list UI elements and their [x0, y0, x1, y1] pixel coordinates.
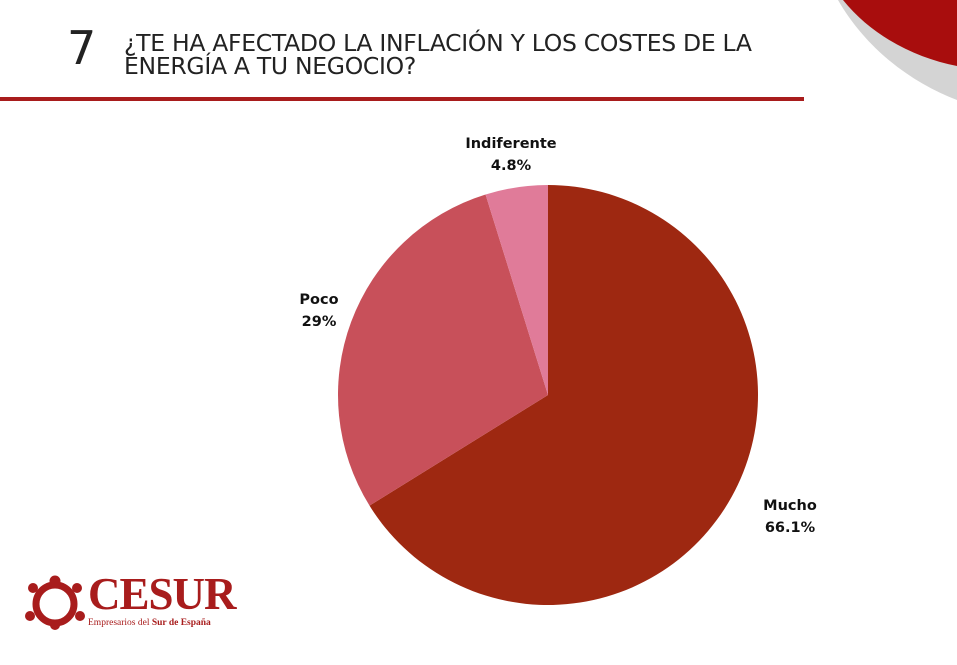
pie-slice-indiferente: [485, 185, 548, 395]
corner-swoosh-red: [843, 0, 957, 66]
slice-label-poco: Poco: [299, 292, 338, 308]
slice-value-poco: 29%: [302, 314, 337, 330]
pie-slice-poco: [337, 194, 548, 506]
logo-tagline-plain: Empresarios del: [88, 618, 152, 628]
slice-value-mucho: 66.1%: [765, 520, 816, 536]
slice-value-indiferente: 4.8%: [491, 158, 532, 174]
pie-labels: Mucho 66.1% Poco 29% Indiferente 4.8%: [299, 136, 816, 536]
corner-decoration: [838, 0, 957, 100]
logo-tagline-bold: Sur de España: [151, 618, 211, 628]
question-title: ¿TE HA AFECTADO LA INFLACIÓN Y LOS COSTE…: [124, 29, 752, 80]
title-underline: [0, 97, 804, 101]
logo-tagline: Empresarios del Sur de España: [88, 618, 211, 628]
cesur-logo: CESUR Empresarios del Sur de España: [22, 569, 237, 634]
question-number: 7: [67, 21, 97, 75]
pie-slice-mucho: [369, 185, 759, 605]
logo-people-icon: [25, 575, 85, 630]
logo-wordmark: CESUR: [88, 569, 237, 619]
pie-slices: [337, 185, 759, 605]
slice-label-mucho: Mucho: [763, 498, 817, 514]
slice-label-indiferente: Indiferente: [465, 136, 556, 152]
